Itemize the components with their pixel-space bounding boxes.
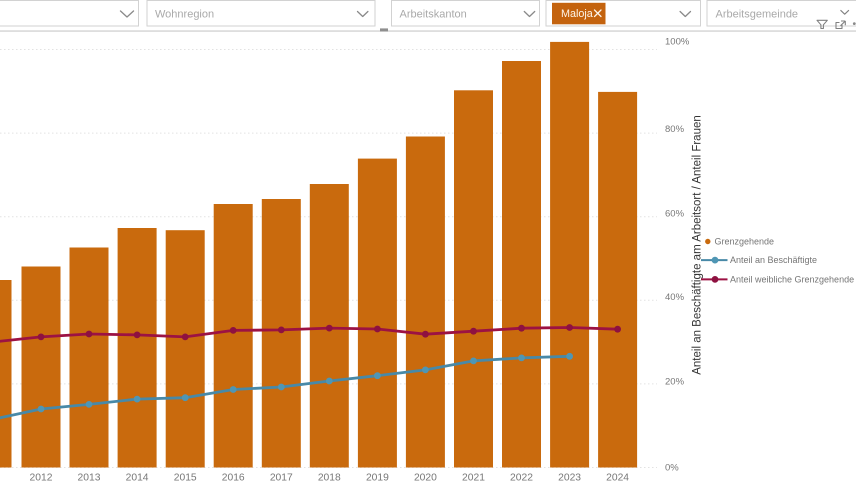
svg-text:Anteil an Beschäftigte: Anteil an Beschäftigte [730,255,817,265]
svg-text:40%: 40% [665,292,685,303]
svg-text:2015: 2015 [174,473,197,484]
svg-text:60%: 60% [665,209,685,220]
svg-text:Anteil weibliche Grenzgehende: Anteil weibliche Grenzgehende [730,274,854,284]
svg-text:20%: 20% [665,377,685,388]
svg-text:2022: 2022 [510,473,533,484]
svg-text:Maloja: Maloja [561,8,593,20]
svg-text:0%: 0% [665,463,679,474]
svg-text:80%: 80% [665,124,685,135]
svg-text:2017: 2017 [270,473,293,484]
svg-text:2013: 2013 [78,473,101,484]
svg-text:2016: 2016 [222,473,245,484]
svg-text:Grenzgehende: Grenzgehende [715,237,775,247]
svg-text:2024: 2024 [606,473,629,484]
svg-text:2019: 2019 [366,473,389,484]
svg-text:100%: 100% [665,37,690,48]
svg-text:2014: 2014 [126,473,149,484]
svg-text:Wohnregion: Wohnregion [155,9,214,21]
svg-text:Arbeitsgemeinde: Arbeitsgemeinde [716,9,799,21]
svg-text:2023: 2023 [558,473,581,484]
svg-text:Arbeitskanton: Arbeitskanton [400,9,467,21]
svg-text:Anteil an Beschäftigte am Arbe: Anteil an Beschäftigte am Arbeitsort / A… [692,115,704,375]
svg-text:2012: 2012 [30,473,53,484]
svg-text:2021: 2021 [462,473,485,484]
svg-text:2020: 2020 [414,473,437,484]
svg-text:2018: 2018 [318,473,341,484]
